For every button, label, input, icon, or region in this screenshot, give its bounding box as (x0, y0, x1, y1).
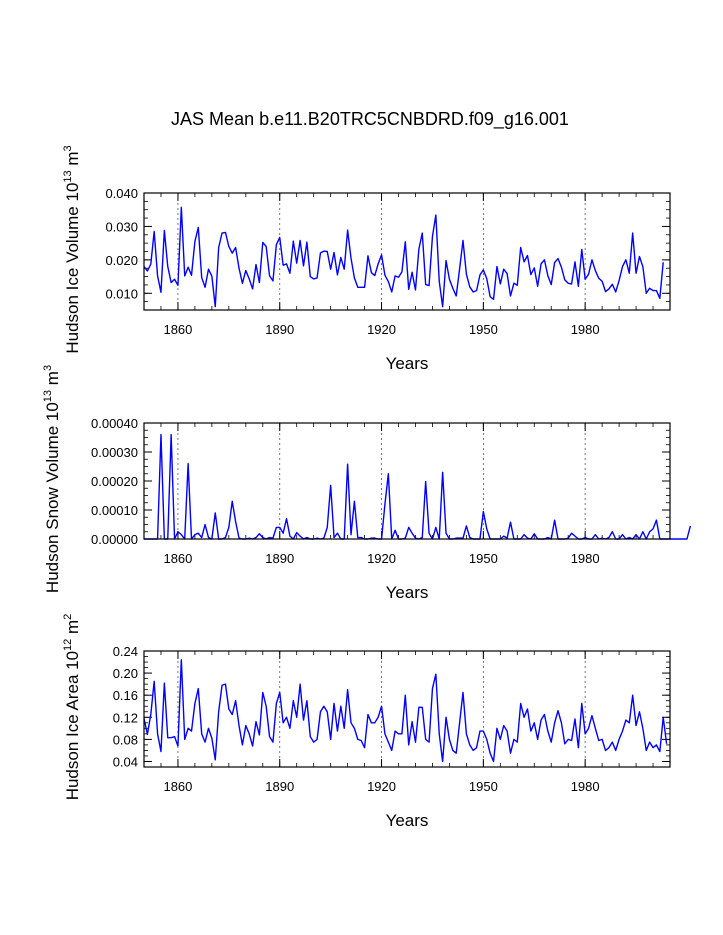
chart-panels: 1860 1890 1920 1950 19800.0100.0200.0300.040… (42, 145, 692, 830)
chart-panel-3: 1860 1890 1920 1950 1980 0.04 0.08 0.12 0.16 0.20… (62, 614, 671, 830)
y-axis-label: Hudson Snow Volume 1013 m3 (42, 365, 62, 593)
x-tick-label: 1860 (163, 551, 192, 566)
y-tick-label: 0.24 (113, 644, 138, 659)
x-tick-label: 1890 (265, 551, 294, 566)
y-axis-label: Hudson Ice Volume 1013 m3 (62, 145, 82, 353)
x-tick-label: 1980 (571, 322, 600, 337)
y-tick-label: 0.08 (113, 732, 138, 747)
x-axis-label: Years (386, 811, 429, 830)
x-tick-label: 1860 (163, 322, 192, 337)
y-tick-label: 0.04 (113, 754, 138, 769)
x-tick-label: 1980 (571, 779, 600, 794)
chart-panel-2: 1860 1890 1920 1950 1980 0.00000 0.00010 0.0002… (42, 365, 692, 602)
x-tick-label: 1920 (367, 779, 396, 794)
data-series-line (144, 433, 692, 540)
y-axis-label: Hudson Ice Area 1012 m2 (62, 614, 82, 801)
y-tick-label: 0.030 (105, 219, 138, 234)
y-tick-label: 0.00040 (91, 416, 138, 431)
x-tick-label: 1920 (367, 551, 396, 566)
plot-frame (143, 422, 671, 540)
x-tick-label: 1920 (367, 322, 396, 337)
y-tick-label: 0.00000 (91, 532, 138, 547)
y-tick-label: 0.020 (105, 253, 138, 268)
y-tick-label: 0.040 (105, 186, 138, 201)
chart-title: JAS Mean b.e11.B20TRC5CNBDRD.f09_g16.001 (171, 109, 569, 130)
y-tick-label: 0.00020 (91, 474, 138, 489)
chart-panel-1: 1860 1890 1920 1950 1980 0.010 0.020 0.030 0.040… (62, 145, 671, 373)
x-tick-label: 1980 (571, 551, 600, 566)
y-tick-label: 0.00030 (91, 445, 138, 460)
y-tick-label: 0.20 (113, 666, 138, 681)
y-tick-label: 0.00010 (91, 503, 138, 518)
x-axis-label: Years (386, 583, 429, 602)
x-tick-label: 1890 (265, 322, 294, 337)
x-tick-label: 1950 (469, 322, 498, 337)
data-series-line (143, 206, 664, 308)
x-tick-label: 1890 (265, 779, 294, 794)
y-tick-label: 0.010 (105, 286, 138, 301)
plot-frame (143, 650, 671, 768)
x-tick-label: 1950 (469, 779, 498, 794)
y-tick-label: 0.12 (113, 710, 138, 725)
x-tick-label: 1860 (163, 779, 192, 794)
x-axis-label: Years (386, 354, 429, 373)
data-series-line (143, 659, 668, 763)
x-tick-label: 1950 (469, 551, 498, 566)
plot-frame (143, 192, 671, 311)
y-tick-label: 0.16 (113, 688, 138, 703)
